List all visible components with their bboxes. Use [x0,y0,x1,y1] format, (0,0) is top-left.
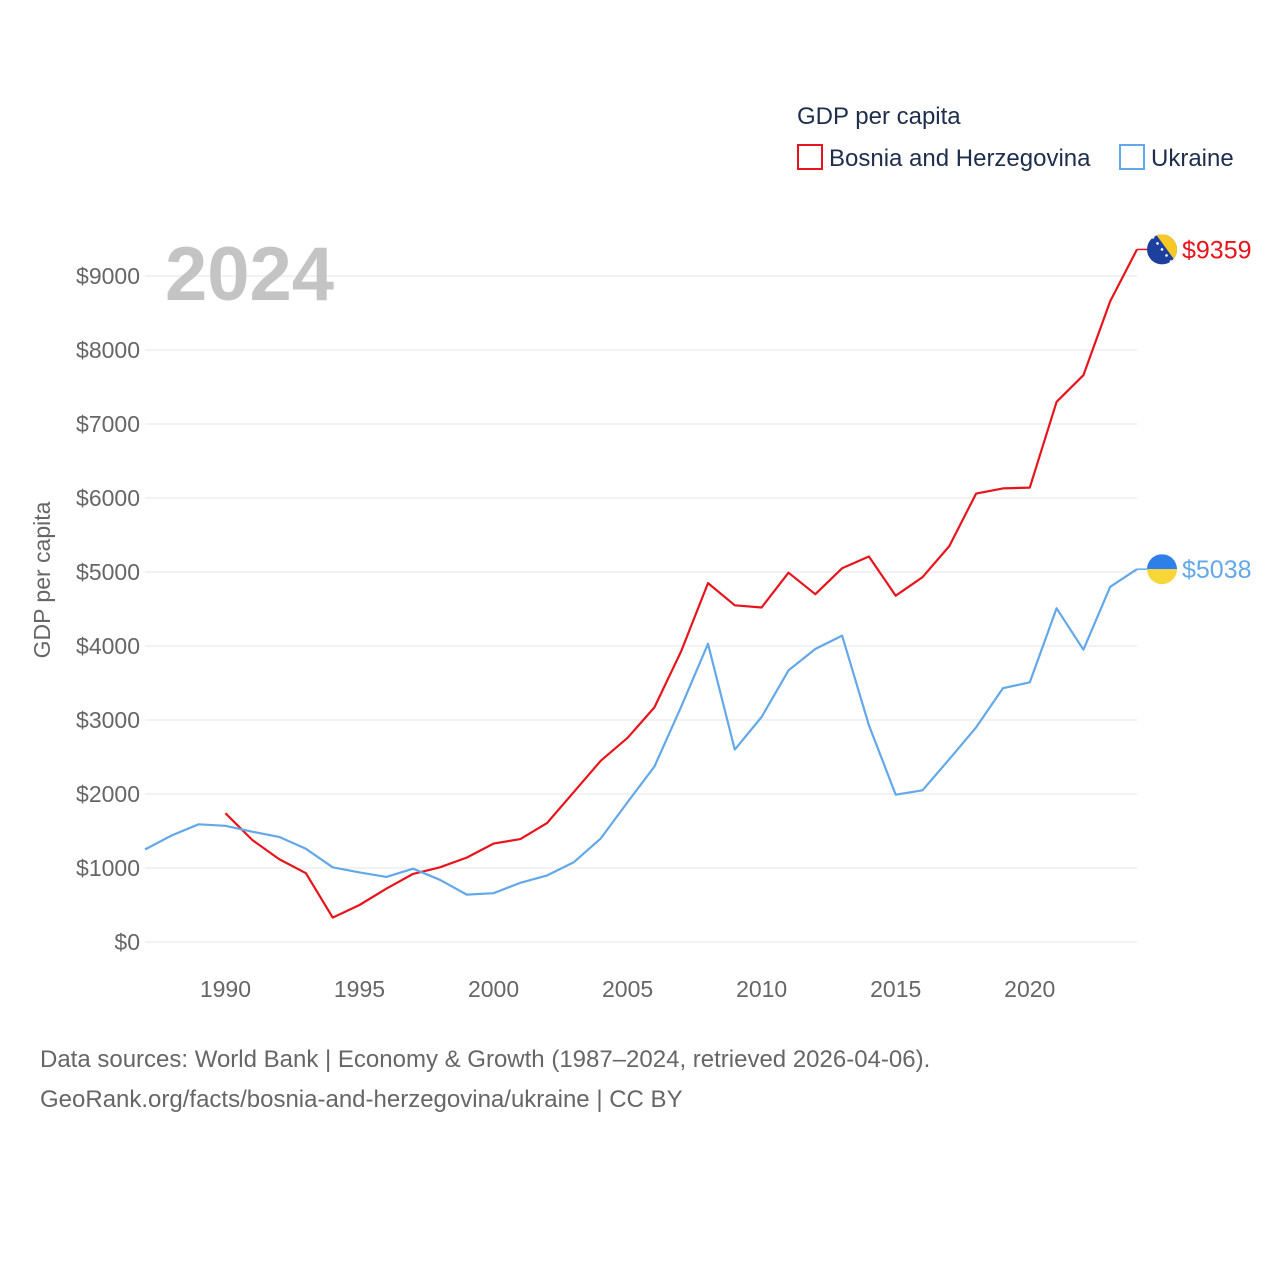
legend-entry-bosnia[interactable]: Bosnia and Herzegovina [797,144,1091,172]
x-tick-label: 1990 [200,976,251,1002]
y-axis-ticks: $0 $1000 $2000 $3000 $4000 $5000 $6000 $7000 $80… [76,263,140,955]
current-year-label: 2024 [165,232,334,317]
legend-title: GDP per capita [797,103,961,130]
y-tick-label: $8000 [76,337,140,363]
y-axis-label: GDP per capita [29,501,55,658]
end-value-label: $5038 [1182,556,1252,584]
series-line-bosnia[interactable] [224,248,1138,919]
series-line-ukraine[interactable] [144,568,1138,896]
x-tick-label: 2000 [468,976,519,1002]
legend: GDP per capita Bosnia and Herzegovina Uk… [797,103,1234,172]
x-tick-label: 1995 [334,976,385,1002]
end-value-label: $9359 [1182,236,1252,264]
x-tick-label: 2020 [1004,976,1055,1002]
series-end-markers: $9359 $5038 [1137,234,1252,585]
legend-entry-ukraine[interactable]: Ukraine [1119,144,1234,172]
y-tick-label: $5000 [76,559,140,585]
legend-label-bosnia: Bosnia and Herzegovina [829,145,1091,172]
y-tick-label: $4000 [76,633,140,659]
gdp-line-chart: $0 $1000 $2000 $3000 $4000 $5000 $6000 $7000 $80… [29,103,1252,1002]
grid-lines [145,275,1137,943]
ukraine-flag-icon [1147,554,1177,585]
footer: Data sources: World Bank | Economy & Gro… [40,1040,930,1120]
x-tick-label: 2015 [870,976,921,1002]
y-tick-label: $1000 [76,855,140,881]
y-tick-label: $0 [114,929,140,955]
x-tick-label: 2005 [602,976,653,1002]
bosnia-flag-icon [1147,234,1177,265]
legend-label-ukraine: Ukraine [1151,145,1234,172]
x-tick-label: 2010 [736,976,787,1002]
source-url-text: GeoRank.org/facts/bosnia-and-herzegovina… [40,1086,683,1113]
y-tick-label: $9000 [76,263,140,289]
x-axis-ticks: 1990 1995 2000 2005 2010 2015 2020 [200,976,1055,1002]
y-tick-label: $7000 [76,411,140,437]
legend-swatch-ukraine [1119,144,1145,170]
y-tick-label: $2000 [76,781,140,807]
series-lines [144,248,1138,919]
y-tick-label: $6000 [76,485,140,511]
y-tick-label: $3000 [76,707,140,733]
legend-swatch-bosnia [797,144,823,170]
data-sources-text: Data sources: World Bank | Economy & Gro… [40,1046,931,1073]
